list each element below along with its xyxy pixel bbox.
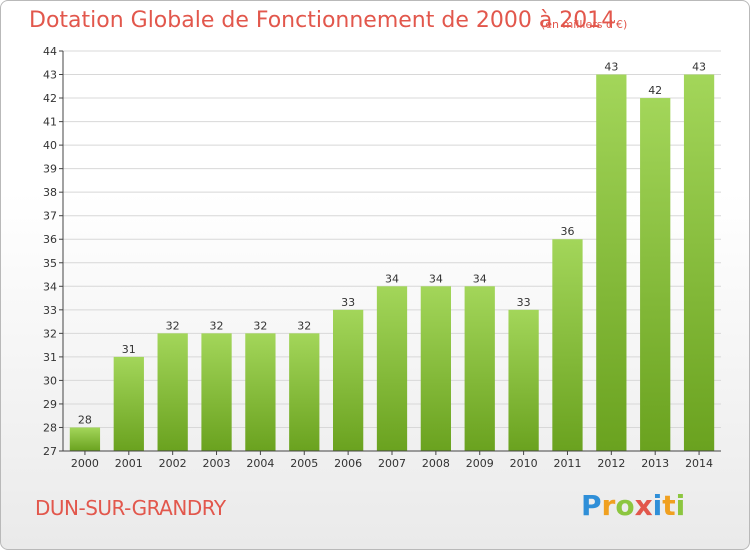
logo-letter: i: [652, 489, 663, 522]
y-tick-label: 35: [43, 257, 57, 270]
x-tick-label: 2005: [290, 457, 318, 470]
data-label: 31: [122, 343, 136, 356]
logo-letter: x: [634, 489, 653, 522]
data-label: 33: [341, 296, 355, 309]
data-label: 43: [692, 61, 706, 74]
y-tick-label: 27: [43, 445, 57, 458]
x-tick-label: 2004: [246, 457, 274, 470]
x-tick-label: 2003: [203, 457, 231, 470]
bar: [289, 333, 320, 451]
bar: [113, 356, 144, 451]
x-tick-label: 2012: [597, 457, 625, 470]
data-label: 34: [385, 272, 399, 285]
y-tick-label: 37: [43, 210, 57, 223]
logo-letter: t: [662, 489, 676, 522]
y-tick-label: 38: [43, 186, 57, 199]
y-tick-label: 33: [43, 304, 57, 317]
x-tick-label: 2002: [159, 457, 187, 470]
bar: [552, 239, 583, 451]
bar: [640, 98, 671, 451]
logo-letter: r: [601, 489, 616, 522]
y-tick-label: 44: [43, 45, 57, 58]
bar: [464, 286, 495, 451]
bar: [508, 309, 539, 451]
x-tick-label: 2013: [641, 457, 669, 470]
bar: [69, 427, 101, 451]
x-tick-label: 2014: [685, 457, 713, 470]
data-label: 36: [560, 225, 574, 238]
bar: [157, 333, 188, 451]
data-label: 32: [297, 319, 311, 332]
commune-name: DUN-SUR-GRANDRY: [35, 496, 226, 520]
bar: [376, 286, 408, 451]
chart-subtitle: (en milliers d'€): [541, 18, 628, 31]
logo-letter: o: [615, 489, 635, 522]
bar: [332, 309, 364, 451]
logo-letter: i: [675, 489, 686, 522]
x-tick-label: 2011: [553, 457, 581, 470]
x-tick-label: 2010: [510, 457, 538, 470]
bar: [683, 74, 715, 451]
data-label: 32: [253, 319, 267, 332]
x-tick-label: 2007: [378, 457, 406, 470]
x-tick-label: 2009: [466, 457, 494, 470]
y-tick-label: 39: [43, 163, 57, 176]
y-tick-label: 32: [43, 327, 57, 340]
data-label: 32: [166, 319, 180, 332]
data-label: 33: [517, 296, 531, 309]
y-tick-label: 36: [43, 233, 57, 246]
data-label: 42: [648, 84, 662, 97]
x-tick-label: 2006: [334, 457, 362, 470]
bars: 28 31 32 32 32 32 33 34 34 34 33 36 43 42 43: [69, 61, 715, 451]
y-tick-label: 34: [43, 280, 57, 293]
logo-letter: P: [581, 489, 602, 522]
data-label: 43: [604, 61, 618, 74]
x-tick-label: 2001: [115, 457, 143, 470]
data-label: 32: [210, 319, 224, 332]
proxiti-logo[interactable]: Proxiti: [581, 489, 685, 522]
y-tick-label: 30: [43, 374, 57, 387]
data-label: 34: [429, 272, 443, 285]
x-tick-label: 2000: [71, 457, 99, 470]
y-tick-label: 40: [43, 139, 57, 152]
data-label: 28: [78, 413, 92, 426]
bar: [420, 286, 452, 451]
y-tick-label: 42: [43, 92, 57, 105]
y-tick-label: 31: [43, 351, 57, 364]
bar: [201, 333, 232, 451]
data-label: 34: [473, 272, 487, 285]
y-tick-label: 29: [43, 398, 57, 411]
bar: [596, 74, 627, 451]
bar: [245, 333, 276, 451]
x-tick-label: 2008: [422, 457, 450, 470]
chart-title: Dotation Globale de Fonctionnement de 20…: [29, 8, 616, 33]
axes: 27 28 29 30 31 32 33 34 35 36 37 38 39 40 41 42 43 44 2000…: [43, 45, 721, 470]
y-tick-label: 41: [43, 116, 57, 129]
y-tick-label: 28: [43, 421, 57, 434]
y-tick-label: 43: [43, 69, 57, 82]
